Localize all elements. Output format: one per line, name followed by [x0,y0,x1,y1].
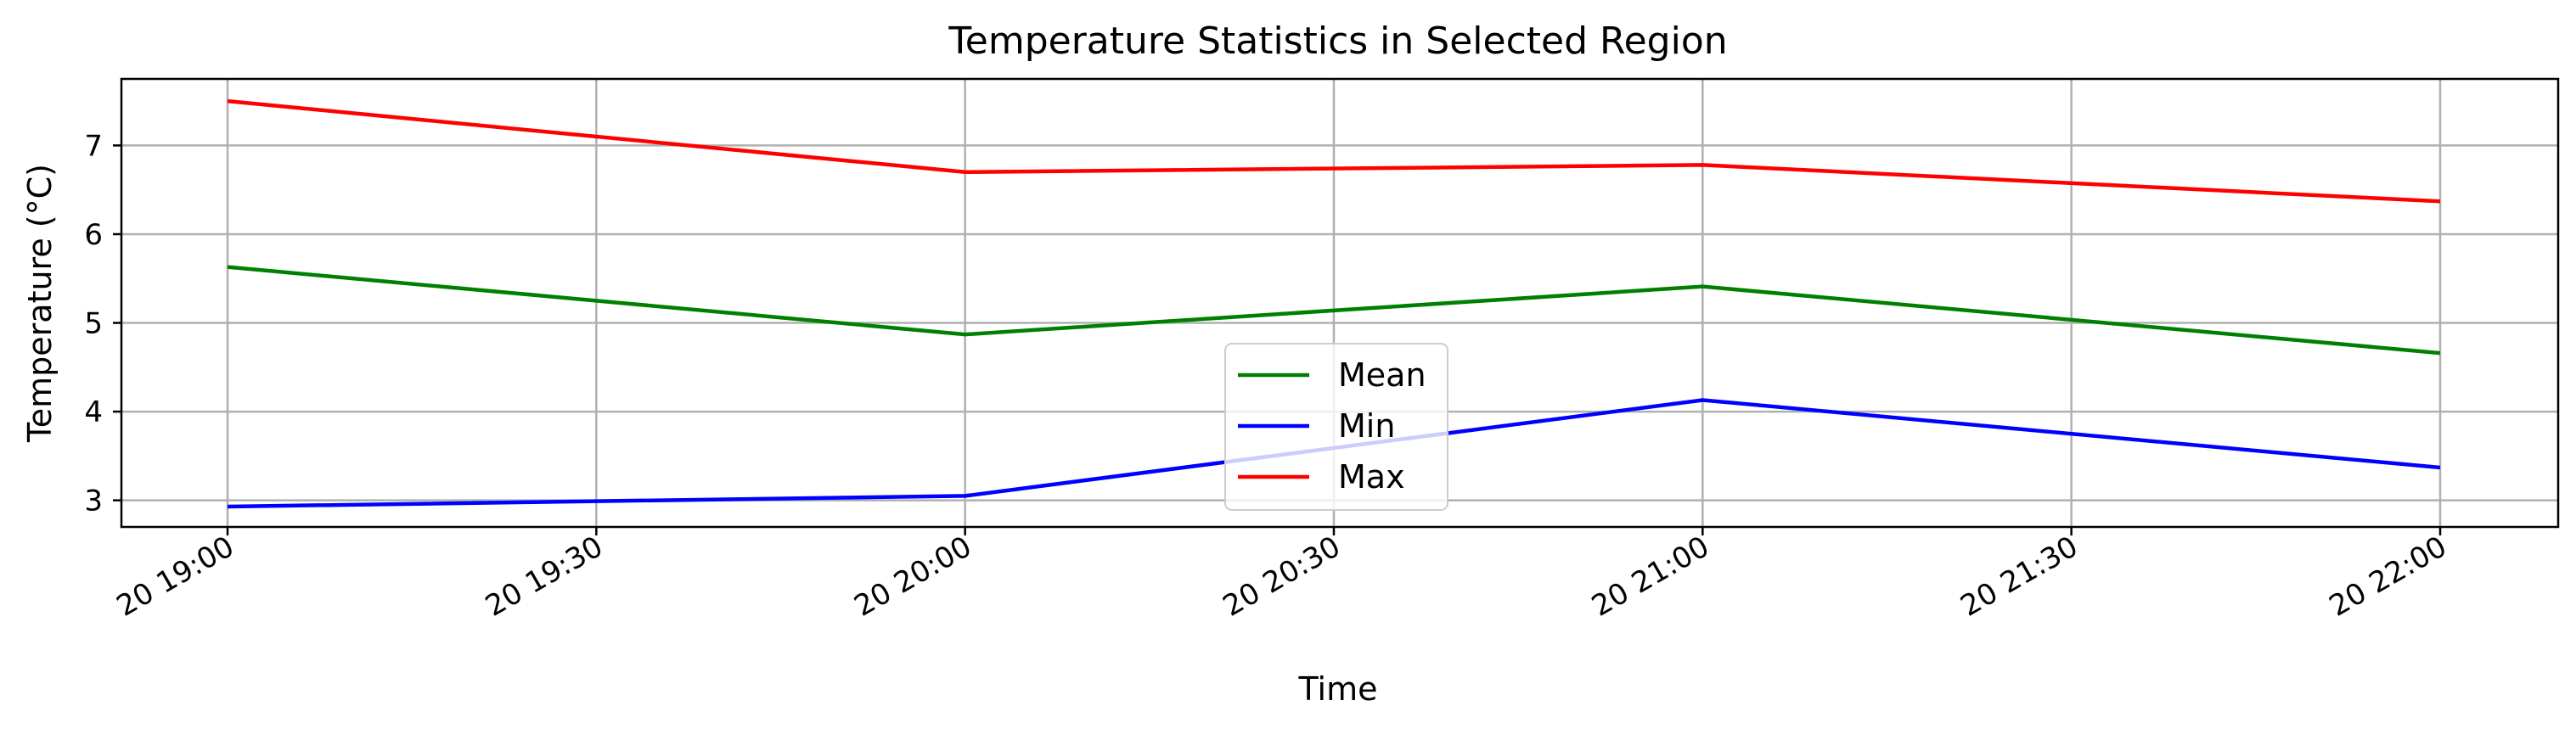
legend-label-min: Min [1338,407,1395,445]
y-tick-label: 5 [84,307,103,341]
x-tick-label: 20 22:00 [2324,529,2453,624]
y-tick-label: 6 [84,218,103,252]
x-tick-label: 20 21:00 [1586,529,1715,624]
x-tick-label: 20 19:30 [480,529,609,624]
y-axis-label: Temperature (°C) [21,164,59,443]
y-tick-label: 7 [84,129,103,163]
x-axis: 20 19:00 20 19:30 20 20:00 20 20:30 20 21:00… [111,527,2453,624]
y-axis: 3 4 5 6 7 [84,129,121,518]
x-tick-label: 20 20:00 [848,529,977,624]
legend: Mean Min Max [1224,343,1448,511]
x-tick-label: 20 20:30 [1218,529,1347,624]
y-tick-label: 4 [84,395,103,429]
plot-frame [120,77,2560,529]
y-tick-label: 3 [84,485,103,518]
series-line-max [227,98,2441,204]
legend-label-max: Max [1338,458,1405,496]
chart-title: Temperature Statistics in Selected Regio… [948,20,1727,63]
series-line-mean [227,265,2441,356]
legend-label-mean: Mean [1338,356,1426,394]
x-axis-label: Time [1298,670,1378,708]
x-tick-label: 20 21:30 [1954,529,2084,624]
legend-frame [1224,343,1448,511]
x-tick-label: 20 19:00 [111,529,240,624]
